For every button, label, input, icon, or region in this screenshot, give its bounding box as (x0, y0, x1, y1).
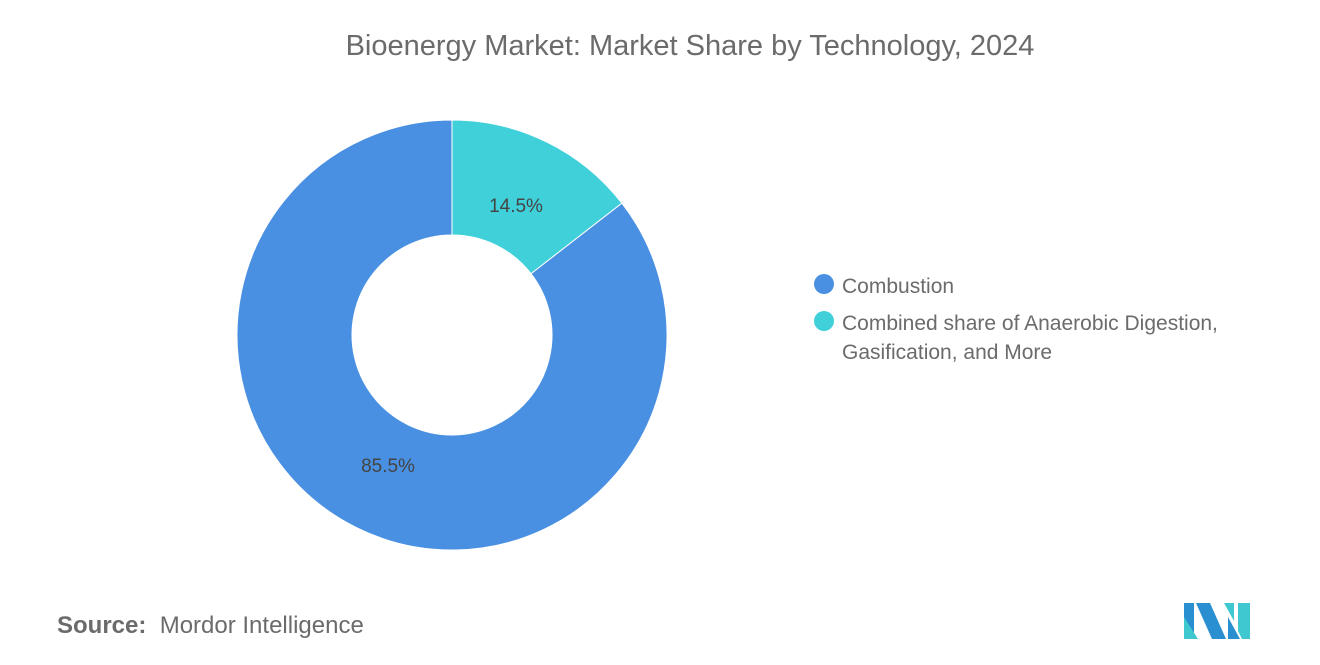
source-value: Mordor Intelligence (159, 612, 364, 639)
donut-slice-0[interactable] (236, 119, 668, 551)
source-note: Source: Mordor Intelligence (57, 612, 364, 640)
data-label-0: 85.5% (361, 456, 415, 477)
donut-chart: 14.5% 85.5% (236, 119, 668, 551)
legend: Combustion Combined share of Anaerobic D… (814, 272, 1274, 375)
legend-item-combustion[interactable]: Combustion (814, 272, 1274, 301)
data-label-1: 14.5% (489, 196, 543, 217)
legend-swatch-combined (814, 311, 834, 331)
legend-label: Combustion (842, 275, 955, 298)
legend-item-combined[interactable]: Combined share of Anaerobic Digestion, G… (814, 309, 1274, 367)
donut-slice-1[interactable] (451, 119, 623, 275)
mordor-logo (1184, 603, 1250, 639)
chart-title: Bioenergy Market: Market Share by Techno… (345, 30, 1035, 62)
legend-swatch-combustion (814, 274, 834, 294)
legend-label: Combined share of Anaerobic Digestion, G… (842, 312, 1218, 364)
source-label: Source: (57, 612, 147, 639)
